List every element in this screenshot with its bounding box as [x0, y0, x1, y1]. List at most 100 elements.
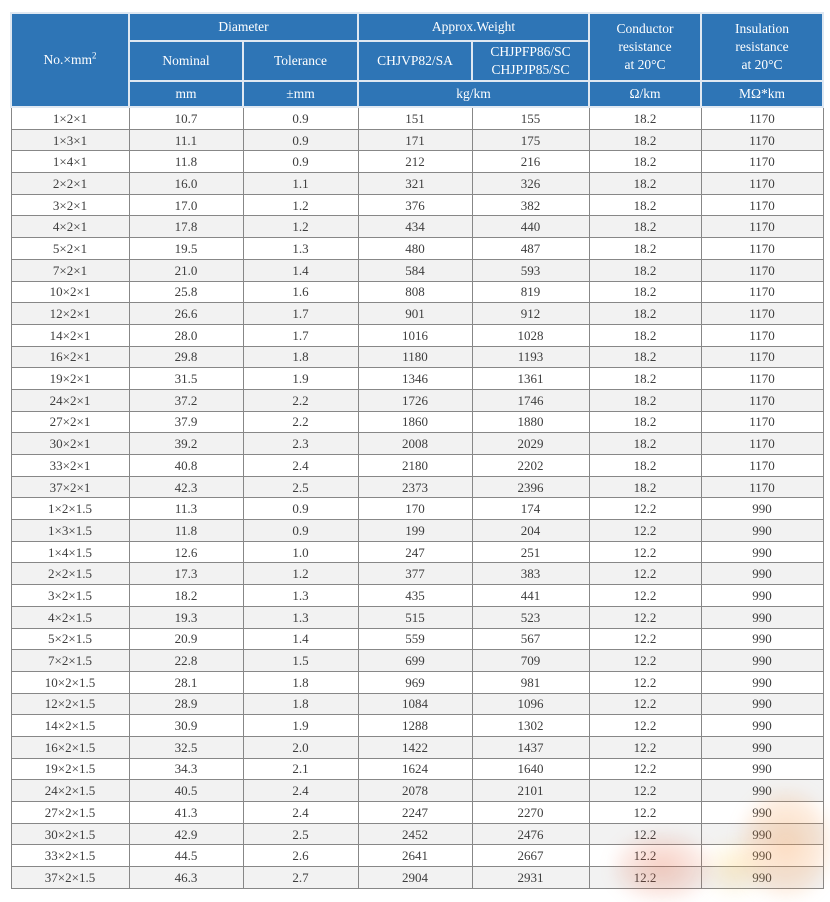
cell: 12.2: [588, 562, 702, 586]
header-no-mm2: No.×mm2: [10, 12, 130, 108]
header-nominal: Nominal: [128, 40, 244, 82]
cell: 24×2×1: [10, 388, 130, 412]
cell: 18.2: [128, 584, 244, 607]
cell: 4×2×1.5: [10, 605, 130, 629]
cell: 17.3: [128, 562, 244, 586]
cell: 30×2×1.5: [10, 822, 130, 846]
cell: 699: [357, 649, 473, 672]
cell: 3×2×1.5: [10, 584, 130, 607]
cell: 1193: [471, 345, 590, 369]
cell: 37.2: [128, 388, 244, 412]
cell: 34.3: [128, 757, 244, 781]
cell: 30.9: [128, 714, 244, 737]
cell: 2.1: [242, 757, 359, 781]
cell: 26.6: [128, 302, 244, 325]
cell: 1096: [471, 692, 590, 716]
cell: 1880: [471, 410, 590, 434]
cell: 42.3: [128, 475, 244, 499]
cell: 523: [471, 605, 590, 629]
cell: 18.2: [588, 237, 702, 260]
table-row: 27×2×1 37.9 2.2 1860 1880 18.2 1170: [10, 410, 824, 434]
table-row: 12×2×1 26.6 1.7 901 912 18.2 1170: [10, 302, 824, 325]
cell: 18.2: [588, 258, 702, 282]
cell: 24×2×1.5: [10, 779, 130, 802]
cell: 2641: [357, 844, 473, 868]
table-row: 27×2×1.5 41.3 2.4 2247 2270 12.2 990: [10, 801, 824, 824]
table-row: 7×2×1.5 22.8 1.5 699 709 12.2 990: [10, 649, 824, 672]
cell: 1016: [357, 323, 473, 347]
cell: 18.2: [588, 106, 702, 130]
cell: 1.2: [242, 562, 359, 586]
cell: 42.9: [128, 822, 244, 846]
cell: 2×2×1: [10, 172, 130, 195]
cell: 155: [471, 106, 590, 130]
cell: 1.1: [242, 172, 359, 195]
cell: 21.0: [128, 258, 244, 282]
cell: 27×2×1.5: [10, 801, 130, 824]
cell: 990: [700, 497, 824, 521]
table-row: 30×2×1 39.2 2.3 2008 2029 18.2 1170: [10, 432, 824, 455]
cell: 171: [357, 128, 473, 152]
cell: 2008: [357, 432, 473, 455]
table-row: 1×4×1.5 12.6 1.0 247 251 12.2 990: [10, 540, 824, 564]
cell: 199: [357, 519, 473, 542]
cell: 2.4: [242, 454, 359, 477]
unit-ohm-km: Ω/km: [588, 80, 703, 108]
cell: 0.9: [242, 519, 359, 542]
table-row: 10×2×1.5 28.1 1.8 969 981 12.2 990: [10, 670, 824, 694]
cell: 2202: [471, 454, 590, 477]
conductor-line-3: at 20°C: [624, 56, 666, 72]
cell: 12.2: [588, 540, 702, 564]
cell: 321: [357, 172, 473, 195]
table-row: 4×2×1.5 19.3 1.3 515 523 12.2 990: [10, 605, 824, 629]
cell: 990: [700, 801, 824, 824]
cell: 1746: [471, 388, 590, 412]
table-row: 1×4×1 11.8 0.9 212 216 18.2 1170: [10, 150, 824, 174]
table-row: 1×2×1 10.7 0.9 151 155 18.2 1170: [10, 106, 824, 130]
cell: 0.9: [242, 497, 359, 521]
cell: 1346: [357, 367, 473, 390]
cell: 1288: [357, 714, 473, 737]
cell: 18.2: [588, 128, 702, 152]
cell: 2029: [471, 432, 590, 455]
cell: 12.2: [588, 779, 702, 802]
header-row-groups: No.×mm2 Diameter Approx.Weight Conductor…: [10, 12, 825, 108]
unit-mm: mm: [128, 80, 244, 108]
cell: 2078: [357, 779, 473, 802]
cell: 18.2: [588, 150, 702, 174]
cell: 990: [700, 540, 824, 564]
cell: 12.2: [588, 692, 702, 716]
cell: 11.8: [128, 150, 244, 174]
cell: 1170: [700, 475, 824, 499]
cell: 1.4: [242, 258, 359, 282]
cell: 12.2: [588, 670, 702, 694]
cell: 37×2×1.5: [10, 866, 130, 889]
cell: 2.2: [242, 410, 359, 434]
cell: 1170: [700, 302, 824, 325]
cell: 27×2×1: [10, 410, 130, 434]
cell: 1170: [700, 323, 824, 347]
cell: 18.2: [588, 302, 702, 325]
cell: 2476: [471, 822, 590, 846]
cell: 37×2×1: [10, 475, 130, 499]
table-body: 1×2×1 10.7 0.9 151 155 18.2 1170 1×3×1 11.1 0.9 17…: [10, 106, 824, 889]
cell: 46.3: [128, 866, 244, 889]
header-diameter: Diameter: [127, 12, 360, 42]
cell: 990: [700, 822, 824, 846]
cell: 18.2: [588, 323, 702, 347]
cell: 515: [357, 605, 473, 629]
cell: 990: [700, 779, 824, 802]
cell: 31.5: [128, 367, 244, 390]
cell: 12.2: [588, 714, 702, 737]
cell: 0.9: [242, 150, 359, 174]
cell: 12×2×1: [10, 302, 130, 325]
cell: 22.8: [128, 649, 244, 672]
cell: 1.7: [242, 323, 359, 347]
cell: 19×2×1.5: [10, 757, 130, 781]
table-row: 24×2×1.5 40.5 2.4 2078 2101 12.2 990: [10, 779, 824, 802]
insulation-line-2: resistance: [735, 39, 789, 55]
cell: 1.0: [242, 540, 359, 564]
cell: 151: [357, 106, 473, 130]
cell: 18.2: [588, 367, 702, 390]
cell: 39.2: [128, 432, 244, 455]
